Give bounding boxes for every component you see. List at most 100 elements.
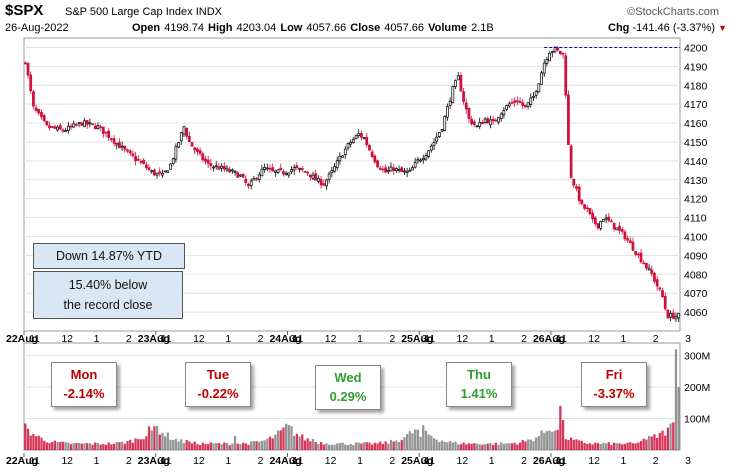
candles-group bbox=[23, 45, 681, 322]
volume-bar bbox=[172, 440, 175, 450]
volume-bar bbox=[395, 440, 398, 450]
volume-bar bbox=[241, 442, 245, 450]
x-tick-label: 11 bbox=[293, 455, 304, 467]
volume-bar bbox=[553, 430, 557, 450]
volume-bar bbox=[656, 437, 659, 450]
volume-bar bbox=[596, 443, 600, 450]
x-tick-label: 12 bbox=[457, 333, 469, 345]
candle-body bbox=[518, 100, 522, 103]
volume-bar bbox=[298, 436, 301, 450]
volume-bar bbox=[34, 436, 38, 450]
volume-bar bbox=[462, 442, 465, 450]
volume-bar bbox=[604, 443, 608, 450]
volume-bar bbox=[104, 444, 108, 450]
volume-bar bbox=[465, 444, 468, 450]
volume-bar bbox=[432, 438, 436, 450]
volume-bar bbox=[658, 432, 661, 450]
candle-body bbox=[110, 138, 113, 141]
x-tick-label: 2 bbox=[521, 333, 527, 345]
x-tick-label: 2 bbox=[258, 333, 264, 345]
volume-bar bbox=[80, 443, 83, 450]
candle-body bbox=[327, 173, 331, 180]
volume-bar bbox=[618, 443, 621, 450]
volume-bar bbox=[37, 435, 40, 450]
y-tick-label: 4140 bbox=[684, 156, 708, 168]
candle-body bbox=[56, 126, 59, 131]
candle-body bbox=[507, 103, 511, 107]
candle-body bbox=[639, 252, 643, 263]
volume-bar bbox=[268, 436, 272, 450]
volume-bar bbox=[497, 444, 500, 450]
candle-body bbox=[190, 142, 194, 147]
candle-body bbox=[365, 136, 369, 146]
volume-bar bbox=[548, 430, 551, 450]
volume-bar bbox=[182, 443, 186, 450]
candle-body bbox=[631, 241, 635, 251]
candle-body bbox=[515, 100, 519, 103]
candle-body bbox=[486, 118, 490, 124]
y-tick-label: 4070 bbox=[684, 288, 708, 300]
candle-body bbox=[123, 146, 127, 150]
x-tick-label: 2 bbox=[126, 333, 132, 345]
candle-body bbox=[483, 118, 487, 124]
candle-body bbox=[179, 132, 183, 142]
volume-bar bbox=[642, 438, 645, 450]
volume-bar bbox=[661, 430, 664, 450]
volume-bar bbox=[645, 439, 648, 450]
volume-value: 2.1B bbox=[471, 22, 494, 34]
candle-body bbox=[346, 143, 350, 149]
volume-bar bbox=[201, 442, 204, 450]
y-tick-label: 4160 bbox=[684, 118, 708, 130]
candle-body bbox=[230, 169, 234, 172]
candle-body bbox=[198, 150, 202, 154]
volume-bar bbox=[470, 443, 473, 450]
volume-bar bbox=[373, 442, 376, 450]
x-tick-label: 26Aug bbox=[533, 333, 565, 345]
volume-bar bbox=[309, 441, 312, 450]
volume-bar bbox=[336, 443, 339, 450]
candle-body bbox=[561, 52, 565, 55]
price-panel-frame bbox=[23, 37, 681, 332]
record-annotation: 15.40% below the record close bbox=[33, 271, 183, 319]
x-tick-label: 3 bbox=[158, 455, 164, 467]
candle-body bbox=[432, 142, 436, 147]
volume-bar bbox=[505, 443, 508, 450]
candle-body bbox=[214, 165, 218, 168]
volume-bar bbox=[86, 443, 89, 450]
candle-body bbox=[126, 149, 129, 152]
volume-bar bbox=[193, 441, 196, 450]
candle-body bbox=[451, 86, 455, 104]
volume-bar bbox=[672, 422, 675, 450]
candle-body bbox=[421, 158, 425, 161]
candle-body bbox=[663, 295, 667, 310]
volume-bar bbox=[99, 444, 102, 450]
candle-body bbox=[333, 166, 336, 172]
candle-body bbox=[222, 165, 226, 170]
x-tick-label: 2 bbox=[258, 455, 264, 467]
volume-bar bbox=[250, 441, 253, 450]
volume-bar bbox=[586, 443, 589, 450]
candle-body bbox=[464, 102, 468, 110]
candle-body bbox=[502, 110, 506, 116]
volume-bar bbox=[545, 431, 549, 450]
volume-bar bbox=[75, 442, 78, 450]
volume-bar bbox=[69, 444, 73, 450]
volume-bar bbox=[551, 431, 554, 450]
candle-body bbox=[298, 167, 301, 170]
candle-body bbox=[187, 135, 191, 142]
volume-bar bbox=[303, 440, 307, 450]
y-tick-label: 4200 bbox=[684, 42, 708, 54]
candle-body bbox=[325, 179, 328, 187]
volume-bar bbox=[231, 443, 234, 450]
candle-body bbox=[607, 216, 611, 221]
x-tick-label: 1 bbox=[357, 333, 363, 345]
candle-body bbox=[599, 221, 603, 229]
candle-body bbox=[567, 94, 570, 146]
chart-date: 26-Aug-2022 bbox=[5, 22, 69, 34]
candle-body bbox=[225, 167, 229, 171]
candle-body bbox=[319, 179, 323, 186]
volume-bar bbox=[188, 441, 191, 450]
candle-body bbox=[220, 165, 223, 169]
candle-body bbox=[72, 123, 76, 128]
